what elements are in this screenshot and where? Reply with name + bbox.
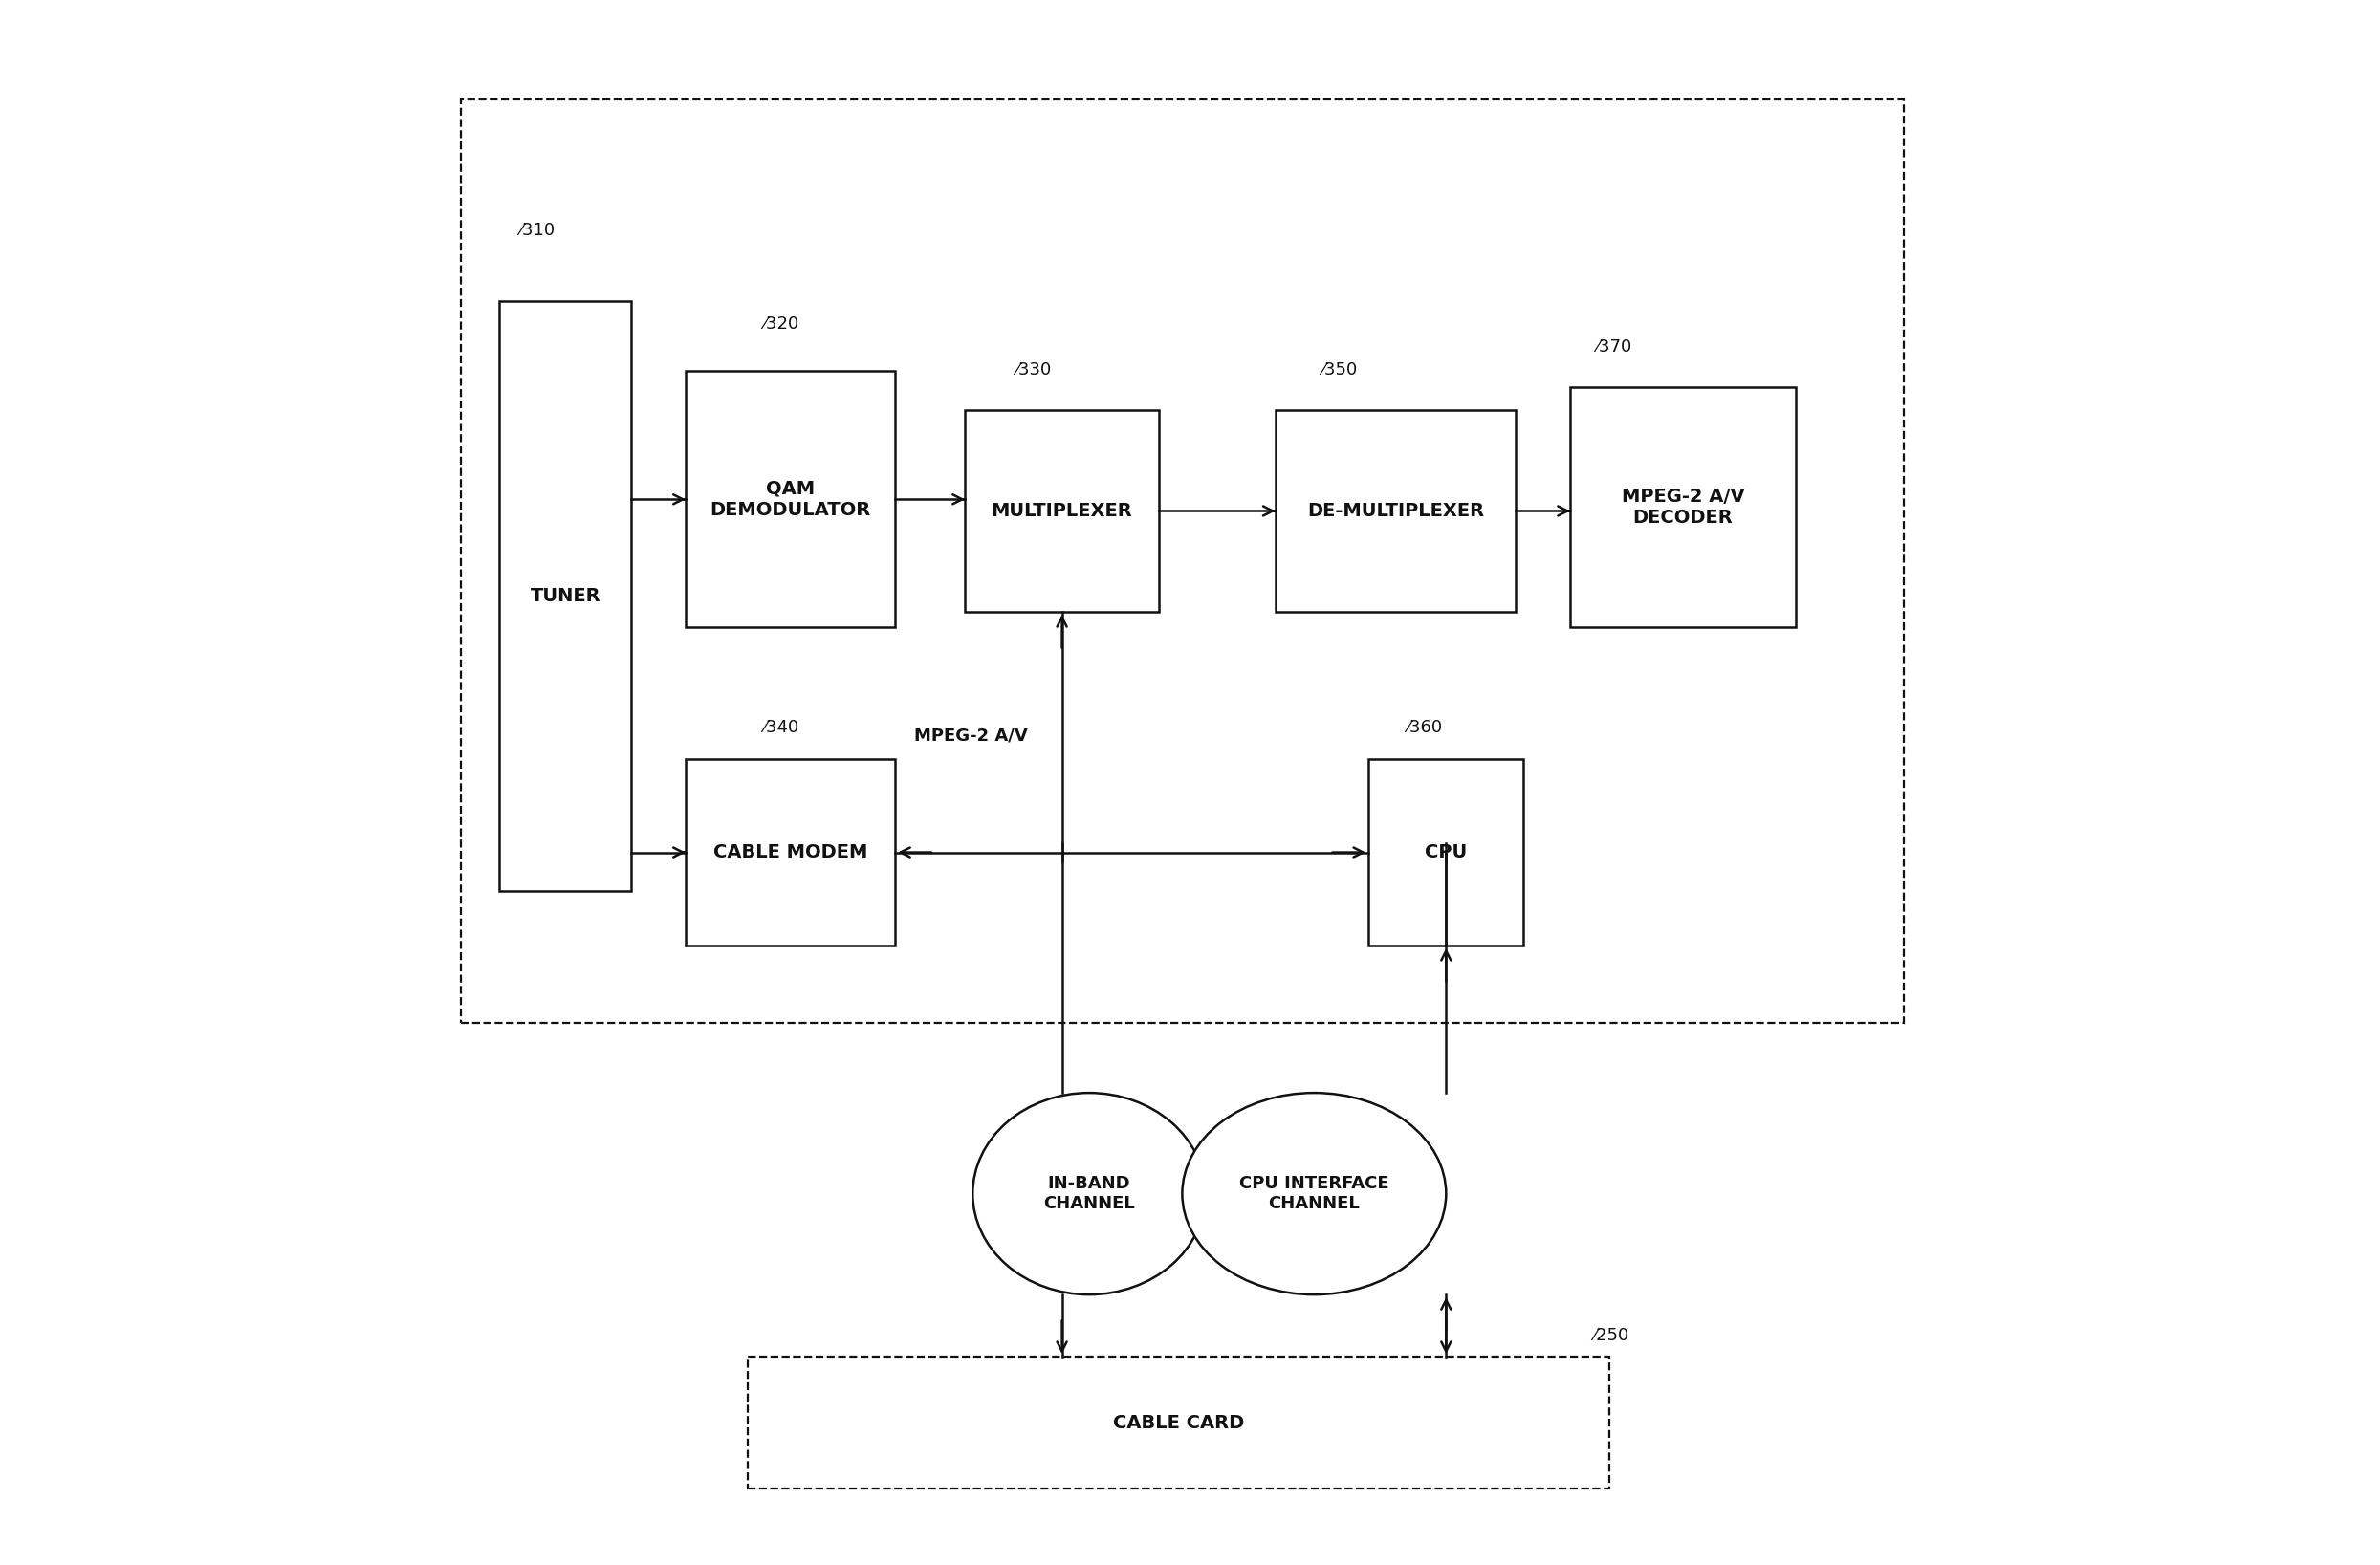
Text: ⁄350: ⁄350 <box>1321 362 1357 379</box>
Text: CPU: CPU <box>1426 844 1466 861</box>
Ellipse shape <box>1183 1092 1447 1294</box>
FancyBboxPatch shape <box>964 410 1159 612</box>
FancyBboxPatch shape <box>685 371 895 628</box>
FancyBboxPatch shape <box>1368 759 1523 945</box>
Text: ⁄320: ⁄320 <box>764 315 800 332</box>
Text: IN-BAND
CHANNEL: IN-BAND CHANNEL <box>1042 1175 1135 1213</box>
Text: ⁄310: ⁄310 <box>519 222 555 239</box>
Text: ⁄360: ⁄360 <box>1407 718 1442 736</box>
Text: DE-MULTIPLEXER: DE-MULTIPLEXER <box>1307 502 1485 520</box>
Text: QAM
DEMODULATOR: QAM DEMODULATOR <box>709 480 871 520</box>
Text: ⁄340: ⁄340 <box>764 718 800 736</box>
Ellipse shape <box>973 1092 1207 1294</box>
FancyBboxPatch shape <box>1276 410 1516 612</box>
Text: CPU INTERFACE
CHANNEL: CPU INTERFACE CHANNEL <box>1240 1175 1390 1213</box>
Text: MPEG-2 A/V
DECODER: MPEG-2 A/V DECODER <box>1621 487 1745 527</box>
Text: ⁄330: ⁄330 <box>1016 362 1052 379</box>
Text: ⁄370: ⁄370 <box>1597 338 1633 355</box>
Text: MULTIPLEXER: MULTIPLEXER <box>992 502 1133 520</box>
FancyBboxPatch shape <box>685 759 895 945</box>
Text: CABLE CARD: CABLE CARD <box>1114 1413 1245 1432</box>
Text: ⁄250: ⁄250 <box>1595 1327 1630 1344</box>
Text: MPEG-2 A/V: MPEG-2 A/V <box>914 728 1028 745</box>
FancyBboxPatch shape <box>500 302 631 890</box>
Text: TUNER: TUNER <box>531 587 600 606</box>
FancyBboxPatch shape <box>1571 387 1795 628</box>
Text: CABLE MODEM: CABLE MODEM <box>714 844 866 861</box>
